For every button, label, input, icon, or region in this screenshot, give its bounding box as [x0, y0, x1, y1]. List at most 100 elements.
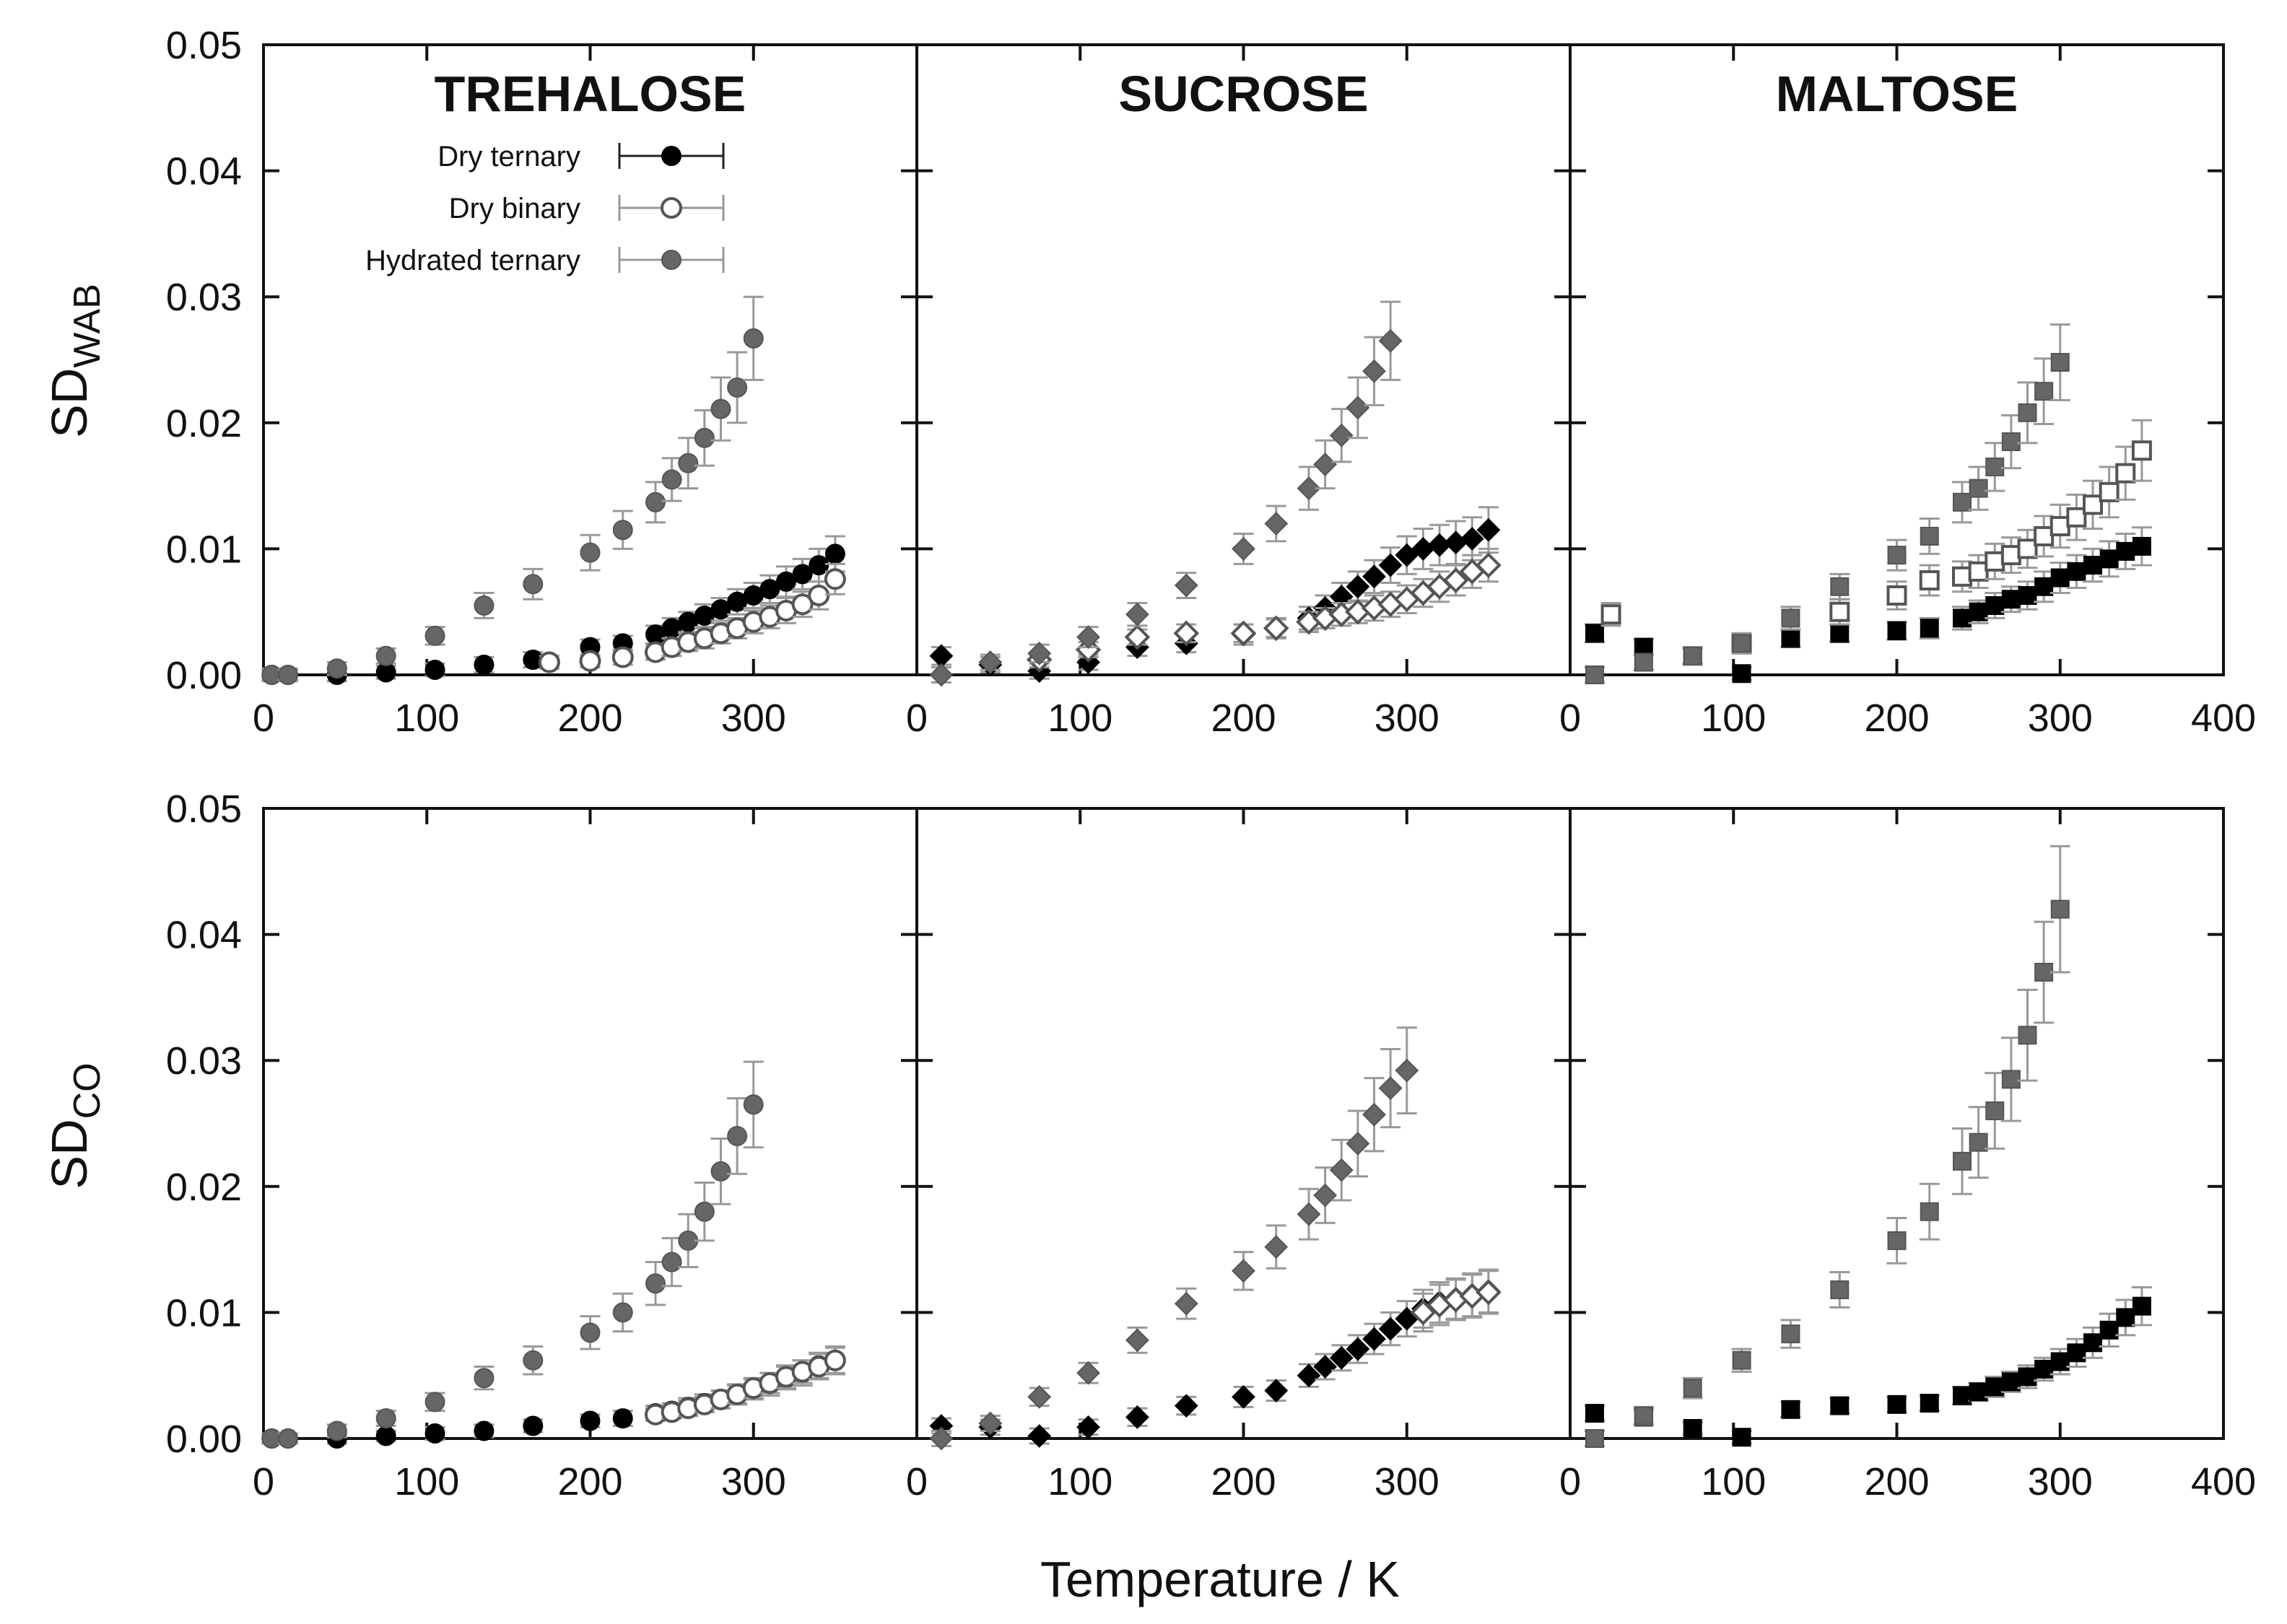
panel-frame-sd-co-sucrose [915, 807, 1572, 1440]
data-point-dry-ternary [1953, 1386, 1972, 1405]
data-point-hydrated-ternary [1887, 1231, 1907, 1250]
data-point-dry-ternary [1264, 1379, 1289, 1403]
data-point-hydrated-ternary [1920, 526, 1939, 546]
data-point-dry-ternary [1027, 1424, 1052, 1448]
data-point-dry-ternary [2050, 1352, 2070, 1371]
series-dry-ternary-sd-co-sucrose [929, 1268, 1501, 1448]
data-point-hydrated-ternary [2050, 352, 2070, 372]
data-point-dry-binary [1230, 620, 1257, 647]
row-label-sd-wab: SDWAB [41, 284, 108, 438]
series-dry-binary-sd-wab-sucrose [1026, 547, 1502, 673]
x-tick-label: 0 [253, 1460, 274, 1503]
data-point-hydrated-ternary [1346, 396, 1370, 420]
data-point-dry-binary [2115, 463, 2136, 484]
data-point-dry-ternary [1830, 1396, 1850, 1415]
data-point-dry-binary [2049, 515, 2070, 536]
data-point-hydrated-ternary [1329, 1158, 1354, 1182]
series-hydrated-ternary-sd-co-trehalose [261, 1060, 764, 1449]
data-point-dry-ternary [1683, 1419, 1702, 1439]
data-point-hydrated-ternary [1969, 1132, 1988, 1152]
data-point-dry-ternary [1378, 553, 1403, 577]
data-point-hydrated-ternary [743, 1094, 764, 1115]
data-point-hydrated-ternary [424, 625, 445, 646]
data-point-dry-ternary [1313, 1355, 1338, 1379]
panel-sd-co-maltose: 0 100 200 300 400 [1554, 807, 2256, 1503]
row-label-sd-co-base: SD [41, 1119, 97, 1189]
data-point-hydrated-ternary [1313, 1183, 1338, 1208]
y-tick-label: 0.03 [166, 1039, 242, 1083]
data-point-dry-binary [2017, 538, 2038, 559]
data-point-dry-ternary [1346, 1337, 1370, 1361]
x-tick-label: 200 [1211, 1460, 1276, 1503]
data-point-dry-ternary [2050, 568, 2070, 588]
legend: Dry ternary Dry binary Hydrated ternary [365, 141, 725, 276]
data-point-hydrated-ternary [474, 1368, 495, 1389]
legend-label-hydrated-ternary: Hydrated ternary [365, 245, 580, 276]
data-point-dry-binary [2099, 481, 2120, 502]
data-point-hydrated-ternary [1985, 1101, 2005, 1121]
data-point-dry-ternary [1969, 1382, 1988, 1402]
x-tick-label: 100 [1701, 697, 1766, 740]
data-point-hydrated-ternary [1732, 634, 1751, 653]
data-point-dry-ternary [2083, 1333, 2102, 1353]
data-point-dry-ternary [1830, 624, 1850, 643]
x-tick-label: 0 [1559, 697, 1581, 740]
data-point-hydrated-ternary [727, 1125, 748, 1146]
data-point-hydrated-ternary [1683, 1379, 1702, 1398]
data-point-dry-binary [1476, 552, 1502, 578]
data-point-hydrated-ternary [580, 542, 601, 563]
data-point-dry-ternary [759, 579, 780, 600]
data-point-dry-binary [1968, 561, 1989, 582]
data-point-dry-ternary [2116, 541, 2135, 561]
data-point-hydrated-ternary [1985, 457, 2005, 476]
data-point-dry-ternary [2083, 556, 2102, 575]
data-point-dry-ternary [1732, 664, 1751, 684]
x-tick-label: 0 [1559, 1460, 1581, 1503]
data-point-dry-ternary [1920, 1394, 1939, 1413]
row-label-sd-co-sub: CO [66, 1062, 108, 1119]
data-point-dry-ternary [1781, 1400, 1800, 1419]
data-point-dry-ternary [523, 1415, 544, 1436]
data-point-hydrated-ternary [929, 663, 954, 687]
data-point-hydrated-ternary [375, 1408, 396, 1429]
data-point-hydrated-ternary [1125, 602, 1149, 627]
data-point-dry-binary [791, 593, 814, 616]
data-point-dry-ternary [1378, 1317, 1403, 1341]
data-point-hydrated-ternary [375, 645, 396, 666]
row-label-sd-wab-sub: WAB [66, 284, 108, 368]
x-tick-label: 300 [721, 697, 786, 740]
data-point-dry-binary [1124, 624, 1151, 650]
data-point-dry-ternary [2099, 549, 2119, 569]
data-point-hydrated-ternary [1076, 625, 1100, 650]
panel-sd-wab-maltose: 0 100 200 300 400 MALTOSE [1554, 43, 2256, 740]
x-tick-label: 400 [2191, 697, 2256, 740]
legend-marker-hydrated-ternary [661, 250, 681, 270]
data-point-hydrated-ternary [1378, 328, 1403, 353]
data-point-dry-binary [1829, 601, 1850, 622]
data-point-hydrated-ternary [710, 1161, 731, 1182]
data-point-dry-ternary [2001, 590, 2021, 609]
x-tick-label: 300 [1375, 697, 1439, 740]
data-point-hydrated-ternary [1297, 1202, 1321, 1226]
data-point-dry-binary [1600, 604, 1621, 625]
data-point-hydrated-ternary [1232, 536, 1255, 561]
data-point-dry-ternary [792, 564, 813, 585]
data-point-hydrated-ternary [1378, 1076, 1403, 1101]
data-point-hydrated-ternary [1329, 423, 1354, 448]
row-label-sd-wab-base: SD [41, 368, 97, 438]
legend-label-dry-ternary: Dry ternary [437, 141, 580, 173]
data-point-dry-binary [538, 651, 560, 673]
data-point-dry-ternary [1329, 1345, 1354, 1370]
data-point-hydrated-ternary [645, 1273, 666, 1294]
data-point-hydrated-ternary [1732, 1350, 1751, 1370]
data-point-dry-ternary [1476, 518, 1501, 542]
data-point-dry-binary [1442, 567, 1469, 593]
data-point-dry-ternary [474, 655, 495, 676]
data-point-hydrated-ternary [612, 1302, 633, 1323]
data-point-dry-ternary [1460, 527, 1484, 551]
x-tick-label: 200 [1864, 1460, 1929, 1503]
x-tick-label: 300 [2028, 1460, 2093, 1503]
data-point-hydrated-ternary [1953, 492, 1972, 512]
series-hydrated-ternary-sd-wab-trehalose [261, 295, 764, 685]
